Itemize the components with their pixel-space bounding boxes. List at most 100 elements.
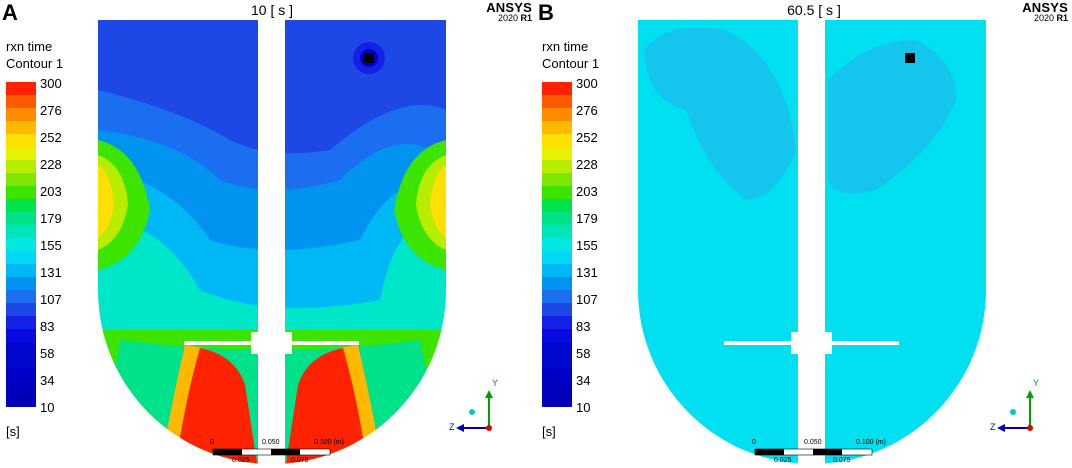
scale-label-bottom: 0.075	[291, 457, 309, 464]
legend-color-band	[542, 238, 572, 251]
legend-tick: 179	[576, 211, 598, 226]
panel-letter: B	[538, 0, 554, 25]
legend-tick: 203	[576, 184, 598, 199]
legend-color-band	[6, 277, 36, 290]
legend-color-band	[6, 381, 36, 394]
legend-color-band	[542, 329, 572, 342]
impeller-blade	[724, 341, 899, 345]
legend-color-band	[6, 264, 36, 277]
legend-contour-name: Contour 1	[6, 56, 64, 71]
legend-color-band	[542, 160, 572, 173]
legend-title: rxn time Contour 1	[6, 38, 63, 72]
legend-tick: 203	[40, 184, 62, 199]
ansys-logo: ANSYS 2020 R1	[1022, 0, 1068, 24]
legend-tick: 300	[40, 76, 62, 91]
legend-color-band	[542, 264, 572, 277]
legend-tick: 34	[40, 373, 55, 388]
legend-tick: 252	[576, 130, 598, 145]
legend-tick: 179	[40, 211, 62, 226]
legend-color-band	[6, 108, 36, 121]
legend-color-band	[6, 303, 36, 316]
impeller-shaft	[798, 20, 825, 468]
legend-variable: rxn time	[542, 39, 589, 54]
legend-color-band	[542, 303, 572, 316]
probe-marker	[364, 53, 374, 63]
time-label: 10 [ s ]	[250, 2, 294, 18]
vessel-contour-plot	[638, 20, 1034, 468]
panel-b: B 60.5 [ s ] ANSYS 2020 R1 rxn time Cont…	[536, 0, 1072, 468]
legend-tick: 228	[40, 157, 62, 172]
ansys-logo: ANSYS 2020 R1	[486, 1, 532, 24]
scale-label-bottom: 0.025	[232, 457, 250, 464]
probe-marker	[905, 53, 915, 63]
legend-color-band	[542, 251, 572, 264]
legend-tick: 107	[40, 292, 62, 307]
legend-color-band	[542, 316, 572, 329]
legend-unit: [s]	[542, 424, 556, 439]
axis-z-label: Z	[449, 422, 455, 432]
legend-color-band	[6, 251, 36, 264]
legend-color-band	[6, 121, 36, 134]
legend-color-band	[6, 394, 36, 407]
legend-tick: 131	[40, 265, 62, 280]
legend-color-band	[542, 381, 572, 394]
legend-tick: 131	[576, 265, 598, 280]
scale-label-top: 0	[752, 439, 756, 446]
legend-tick: 155	[40, 238, 62, 253]
axis-triad	[456, 390, 493, 432]
legend-title: rxn time Contour 1	[542, 38, 599, 72]
legend-tick: 83	[576, 319, 591, 334]
color-legend-bar	[6, 82, 36, 407]
scale-label-top: 0.050	[804, 439, 822, 446]
scale-label-top: 0.050	[262, 439, 280, 446]
legend-tick: 228	[576, 157, 598, 172]
legend-color-band	[542, 82, 572, 95]
impeller-shaft	[258, 20, 285, 468]
legend-color-band	[542, 186, 572, 199]
axis-z-label: Z	[990, 422, 996, 432]
legend-tick: 58	[576, 346, 591, 361]
legend-color-band	[542, 147, 572, 160]
legend-color-band	[6, 329, 36, 342]
legend-tick: 83	[40, 319, 55, 334]
legend-color-band	[542, 225, 572, 238]
legend-contour-name: Contour 1	[542, 56, 600, 71]
legend-tick: 155	[576, 238, 598, 253]
legend-unit: [s]	[6, 424, 20, 439]
legend-variable: rxn time	[6, 39, 53, 54]
legend-color-band	[542, 121, 572, 134]
vessel-contour-plot	[98, 20, 493, 468]
axis-triad	[997, 390, 1034, 432]
legend-color-band	[542, 368, 572, 381]
color-legend-bar	[542, 82, 572, 407]
scale-bar	[754, 448, 873, 456]
legend-color-band	[542, 355, 572, 368]
legend-tick: 10	[576, 400, 591, 415]
legend-color-band	[6, 342, 36, 355]
scale-label-top: 0.100 (m)	[856, 439, 886, 446]
panel-a: A 10 [ s ] ANSYS 2020 R1 rxn time Contou…	[2, 0, 532, 468]
legend-color-band	[6, 134, 36, 147]
scale-label-bottom: 0.075	[833, 457, 851, 464]
legend-color-band	[542, 394, 572, 407]
legend-tick: 276	[576, 103, 598, 118]
legend-color-band	[6, 355, 36, 368]
legend-color-band	[6, 212, 36, 225]
legend-color-band	[6, 225, 36, 238]
legend-tick: 107	[576, 292, 598, 307]
legend-color-band	[6, 95, 36, 108]
legend-color-band	[6, 316, 36, 329]
legend-color-band	[542, 277, 572, 290]
axis-y-label: Y	[492, 378, 499, 388]
contour-field	[98, 20, 446, 464]
legend-color-band	[6, 199, 36, 212]
legend-color-band	[6, 290, 36, 303]
legend-color-band	[542, 290, 572, 303]
legend-color-band	[542, 108, 572, 121]
legend-tick: 300	[576, 76, 598, 91]
legend-color-band	[542, 134, 572, 147]
legend-color-band	[6, 82, 36, 95]
brand-name: ANSYS	[1022, 0, 1068, 15]
scale-label-top: 0.100 (m)	[314, 439, 344, 446]
legend-tick: 34	[576, 373, 591, 388]
